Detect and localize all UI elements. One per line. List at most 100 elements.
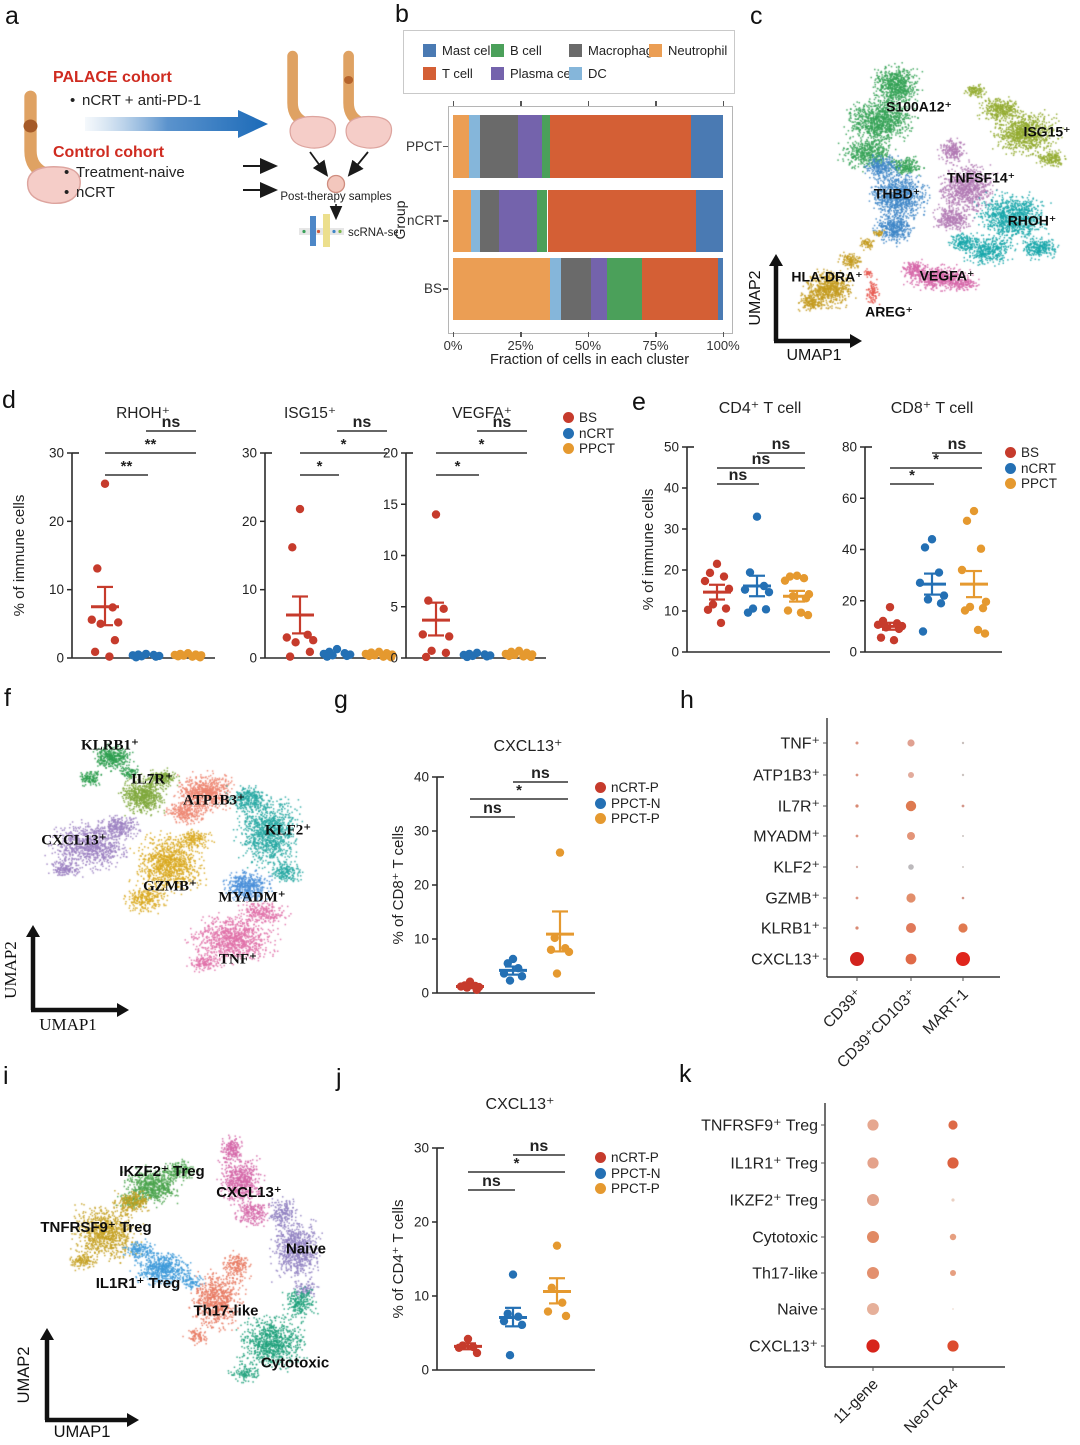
y-tick-label: 20 [414, 878, 429, 893]
sig-label: ns [162, 414, 181, 431]
umap2-label: UMAP2 [15, 1347, 33, 1404]
matrix-dot-ATP1B3⁺-CD39⁺ [856, 774, 859, 777]
sig-label: * [341, 436, 347, 453]
x-tick-label: 50% [563, 338, 613, 352]
control-item2-label: nCRT [76, 184, 115, 201]
row-label: CXCL13⁺ [749, 1339, 818, 1356]
x-tick-label: 100% [698, 338, 748, 352]
data-point-PPCT-P [547, 946, 555, 954]
sample-arrow-1 [310, 152, 326, 174]
y-tick-label: 20 [49, 514, 64, 529]
legend-label-Plasma cell: Plasma cell [510, 66, 600, 82]
data-point-PPCT-P [553, 1241, 561, 1249]
matrix-dot-CXCL13⁺-NeoTCR4 [947, 1340, 958, 1351]
matrix-dot-CXCL13⁺-CD39⁺CD103⁺ [906, 954, 917, 965]
y-tick-label: 10 [49, 582, 64, 597]
sig-label: * [909, 467, 915, 484]
y-tick-label: 20 [842, 593, 857, 608]
legend-label: nCRT [579, 426, 614, 441]
data-point-BS [890, 636, 898, 644]
data-point-BS [706, 569, 714, 577]
x-axis-label: Fraction of cells in each cluster [448, 352, 731, 368]
legend-dot-icon [595, 1168, 606, 1179]
panel-letter-c: c [750, 2, 763, 31]
legend-dot-icon [595, 1152, 606, 1163]
sig-label: ns [482, 1173, 501, 1190]
category-tick [443, 288, 448, 290]
legend-dot-icon [1005, 447, 1016, 458]
sample-blob-icon [328, 176, 345, 193]
sig-label: ns [483, 800, 502, 817]
data-point-BS [283, 633, 291, 641]
matrix-dot-Th17-like-NeoTCR4 [950, 1270, 956, 1276]
legend-label: BS [1021, 445, 1039, 460]
row-label: IKZF2⁺ Treg [730, 1193, 818, 1210]
legend-dot-icon [595, 813, 606, 824]
legend-dot-icon [563, 443, 574, 454]
col-label: NeoTCR4 [901, 1376, 962, 1437]
data-point-BS [309, 636, 317, 644]
umap1-arrowhead-icon [127, 1413, 139, 1427]
treatment-arrow [85, 110, 268, 138]
bullet-1: • [70, 92, 75, 109]
legend-dot-icon [595, 798, 606, 809]
bar-segment-BS-T cell [642, 258, 718, 320]
y-tick-label: 30 [49, 446, 64, 461]
esophagus-posttherapy-1 [290, 56, 335, 148]
umap-cluster-label-KLF2⁺: KLF2⁺ [265, 821, 311, 840]
bar-segment-PPCT-T cell [550, 115, 690, 178]
y-tick-label: 30 [664, 522, 679, 537]
data-point-PPCT [519, 652, 527, 660]
x-tick [453, 332, 455, 337]
sig-label: ns [531, 765, 550, 782]
y-tick-label: 0 [849, 645, 857, 660]
chart-title: CXCL13⁺ [494, 738, 563, 755]
bar-segment-BS-Neutrophil [453, 258, 550, 320]
legend-item-d-nCRT: nCRT [563, 426, 614, 441]
data-point-nCRT [937, 599, 945, 607]
data-point-BS [886, 603, 894, 611]
y-tick-label: 15 [383, 497, 398, 512]
data-point-PPCT-N [518, 972, 526, 980]
chart-e_cd8: 020406080CD8⁺ T cellns** [820, 395, 1035, 690]
matrix-dot-MYADM⁺-MART-1 [962, 835, 964, 837]
col-label: CD39⁺ [820, 986, 866, 1032]
y-tick-label: 50 [664, 440, 679, 455]
bar-segment-BS-Mast cell [718, 258, 723, 320]
legend-item-e-PPCT: PPCT [1005, 476, 1057, 491]
panel-letter-g: g [334, 686, 348, 715]
umap-cluster-label-MYADM⁺: MYADM⁺ [218, 888, 285, 907]
legend-item-j-PPCT-P: PPCT-P [595, 1181, 660, 1196]
data-point-PPCT [961, 606, 969, 614]
row-label: GZMB⁺ [765, 891, 820, 908]
data-point-BS [720, 572, 728, 580]
y-tick-label: 40 [414, 770, 429, 785]
data-point-PPCT [781, 576, 789, 584]
palace-cohort-label: PALACE cohort [53, 69, 172, 86]
bar-segment-PPCT-Neutrophil [453, 115, 469, 178]
data-point-nCRT [921, 543, 929, 551]
data-point-nCRT [152, 652, 160, 660]
data-point-BS [91, 648, 99, 656]
legend-dot-icon [1005, 478, 1016, 489]
legend-swatch-T cell [423, 67, 436, 80]
row-label: MYADM⁺ [753, 829, 820, 846]
chart-title: ISG15⁺ [284, 405, 336, 422]
panel-letter-j: j [336, 1064, 342, 1093]
legend-swatch-Neutrophil [649, 44, 662, 57]
matrix-dot-TNF⁺-MART-1 [962, 742, 964, 744]
y-tick-label: 10 [414, 932, 429, 947]
control-cohort-label: Control cohort [53, 144, 165, 161]
category-tick [443, 146, 448, 148]
umap-cluster-label-IKZF2⁺ Treg: IKZF2⁺ Treg [119, 1162, 204, 1180]
y-tick-label: 20 [383, 446, 398, 461]
data-point-BS [105, 652, 113, 660]
matrix-dot-CXCL13⁺-11-gene [866, 1339, 879, 1352]
umap-cluster-label-CXCL13⁺: CXCL13⁺ [41, 831, 106, 850]
row-label: IL7R⁺ [778, 799, 820, 816]
matrix-dot-CXCL13⁺-CD39⁺ [850, 952, 864, 966]
sig-label: ns [772, 436, 791, 453]
legend-swatch-Macrophage [569, 44, 582, 57]
y-tick-label: 30 [414, 1141, 429, 1156]
y-tick-label: 20 [414, 1215, 429, 1230]
